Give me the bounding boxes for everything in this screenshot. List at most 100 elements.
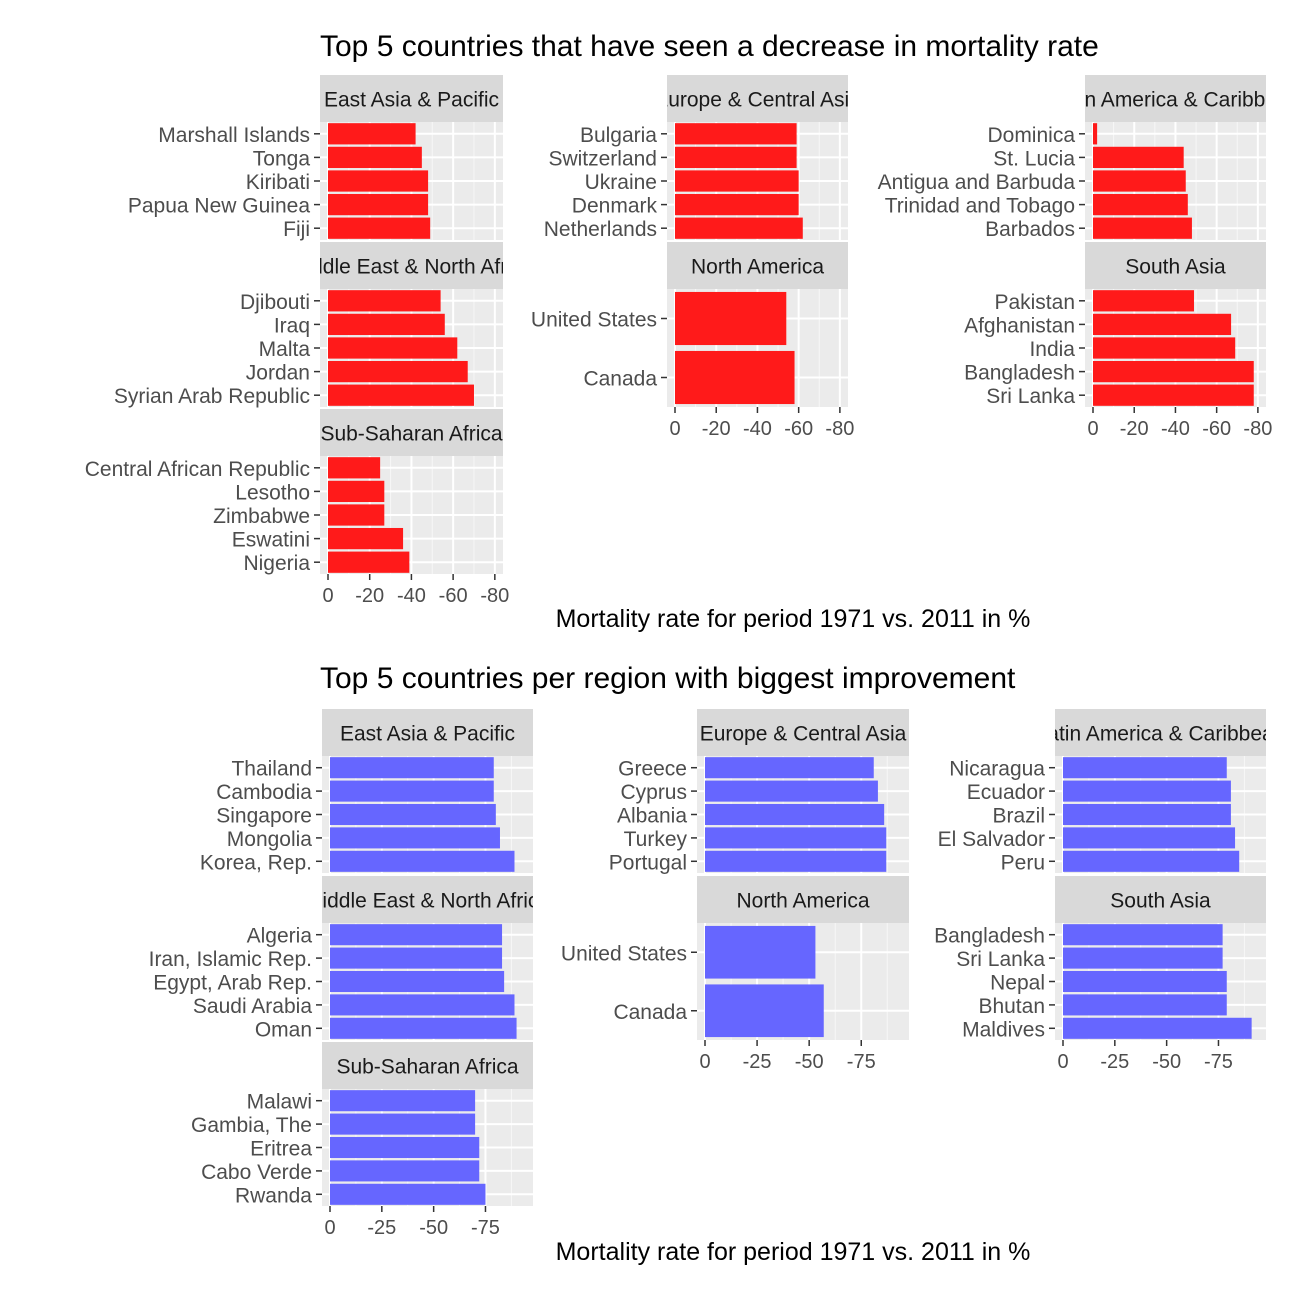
bar-lesotho xyxy=(328,480,385,503)
x-tick-label: -80 xyxy=(480,585,509,607)
category-label-canada: Canada xyxy=(613,1001,687,1024)
bar-gambia-the xyxy=(330,1113,476,1135)
category-label-lesotho: Lesotho xyxy=(235,481,310,504)
bar-marshall-islands xyxy=(328,123,416,145)
chart-title-bottom: Top 5 countries per region with biggest … xyxy=(320,662,1016,695)
bar-brazil xyxy=(1063,803,1231,826)
bar-ukraine xyxy=(675,170,799,192)
bar-barbados xyxy=(1093,217,1192,239)
category-label-papua-new-guinea: Papua New Guinea xyxy=(128,195,310,218)
category-label-st-lucia: St. Lucia xyxy=(993,147,1075,170)
bar-papua-new-guinea xyxy=(328,193,429,216)
category-label-albania: Albania xyxy=(617,805,687,828)
bar-ecuador xyxy=(1063,780,1231,802)
x-tick-label: 0 xyxy=(699,1051,710,1073)
facet-strip xyxy=(667,242,848,289)
x-tick-label: -80 xyxy=(1243,418,1272,440)
x-tick-label: -40 xyxy=(743,418,772,440)
category-label-switzerland: Switzerland xyxy=(548,147,657,170)
facet-strip xyxy=(697,709,909,756)
facet-chart1-east-asia-pacific: East Asia & Pacific Marshall IslandsTonga… xyxy=(128,75,503,241)
x-tick-label: -60 xyxy=(1202,418,1231,440)
bar-korea-rep xyxy=(330,850,515,872)
x-tick-label: 0 xyxy=(1057,1051,1068,1073)
facet-chart1-middle-east-north-africa: Middle East & North Africa DjiboutiIraqMa… xyxy=(114,242,503,408)
facet-strip xyxy=(667,75,848,122)
x-tick-label: -60 xyxy=(439,585,468,607)
facet-strip xyxy=(322,876,533,923)
category-label-malawi: Malawi xyxy=(247,1091,312,1114)
bar-rwanda xyxy=(330,1183,486,1205)
facet-label: Sub-Saharan Africa xyxy=(336,1056,518,1079)
category-label-nigeria: Nigeria xyxy=(243,552,310,575)
facet-label: South Asia xyxy=(1125,256,1226,279)
bar-mongolia xyxy=(330,827,500,849)
x-tick-label: -25 xyxy=(743,1051,772,1073)
facet-label: Sub-Saharan Africa xyxy=(320,423,502,446)
category-label-bhutan: Bhutan xyxy=(978,995,1045,1018)
bar-cambodia xyxy=(330,780,494,802)
facet-label: Middle East & North Africa xyxy=(305,890,550,913)
category-label-united-states: United States xyxy=(561,942,687,965)
bar-canada xyxy=(705,984,824,1038)
category-label-jordan: Jordan xyxy=(246,362,310,385)
bar-bangladesh xyxy=(1093,360,1254,383)
category-label-portugal: Portugal xyxy=(609,851,687,874)
facet-label: Latin America & Caribbean xyxy=(1036,723,1286,746)
category-label-saudi-arabia: Saudi Arabia xyxy=(193,995,312,1018)
category-label-malta: Malta xyxy=(259,338,311,361)
bar-syrian-arab-republic xyxy=(328,384,474,406)
bar-iraq xyxy=(328,313,445,336)
category-label-antigua-and-barbuda: Antigua and Barbuda xyxy=(878,171,1076,194)
facet-chart1-sub-saharan-africa: Sub-Saharan Africa Central African Republ… xyxy=(85,409,509,607)
bar-canada xyxy=(675,350,795,405)
bar-greece xyxy=(705,757,874,779)
category-label-iraq: Iraq xyxy=(274,314,310,337)
category-label-netherlands: Netherlands xyxy=(544,218,657,241)
bar-algeria xyxy=(330,924,503,946)
category-label-eritrea: Eritrea xyxy=(250,1138,312,1161)
bar-trinidad-and-tobago xyxy=(1093,193,1188,216)
category-label-greece: Greece xyxy=(618,758,687,781)
x-tick-label: -20 xyxy=(702,418,731,440)
facet-label: Europe & Central Asia xyxy=(700,723,907,746)
x-axis-label-bottom: Mortality rate for period 1971 vs. 2011 … xyxy=(556,1238,1031,1266)
x-tick-label: -60 xyxy=(784,418,813,440)
bar-netherlands xyxy=(675,217,803,239)
bar-st-lucia xyxy=(1093,146,1184,169)
category-label-united-states: United States xyxy=(531,309,657,332)
category-label-sri-lanka: Sri Lanka xyxy=(986,385,1075,408)
x-tick-label: 0 xyxy=(322,585,333,607)
bar-united-states xyxy=(675,291,787,346)
bar-nicaragua xyxy=(1063,757,1227,779)
x-tick-label: 0 xyxy=(669,418,680,440)
category-label-maldives: Maldives xyxy=(962,1018,1045,1041)
facet-strip xyxy=(1085,75,1266,122)
bar-denmark xyxy=(675,193,799,216)
x-tick-label: 0 xyxy=(1087,418,1098,440)
bar-nigeria xyxy=(328,551,410,573)
bar-eritrea xyxy=(330,1136,480,1159)
x-tick-label: -75 xyxy=(847,1051,876,1073)
bar-oman xyxy=(330,1017,517,1039)
bar-switzerland xyxy=(675,146,797,169)
category-label-turkey: Turkey xyxy=(624,828,688,851)
category-label-korea-rep: Korea, Rep. xyxy=(200,851,312,874)
bar-bulgaria xyxy=(675,123,797,145)
facet-chart2-north-america: North America United States Canada 0 -25 -50 -… xyxy=(561,876,909,1073)
x-tick-label: -20 xyxy=(355,585,384,607)
facet-chart1-south-asia: South Asia PakistanAfghanistanIndiaBangla… xyxy=(964,242,1272,440)
facet-label: East Asia & Pacific xyxy=(340,723,515,746)
bar-afghanistan xyxy=(1093,313,1232,336)
category-label-thailand: Thailand xyxy=(231,758,312,781)
category-label-afghanistan: Afghanistan xyxy=(964,314,1075,337)
category-label-rwanda: Rwanda xyxy=(235,1184,312,1207)
category-label-eswatini: Eswatini xyxy=(232,529,310,552)
facet-chart2-east-asia-pacific: East Asia & Pacific ThailandCambodiaSinga… xyxy=(200,709,533,874)
category-label-bangladesh: Bangladesh xyxy=(934,925,1045,948)
